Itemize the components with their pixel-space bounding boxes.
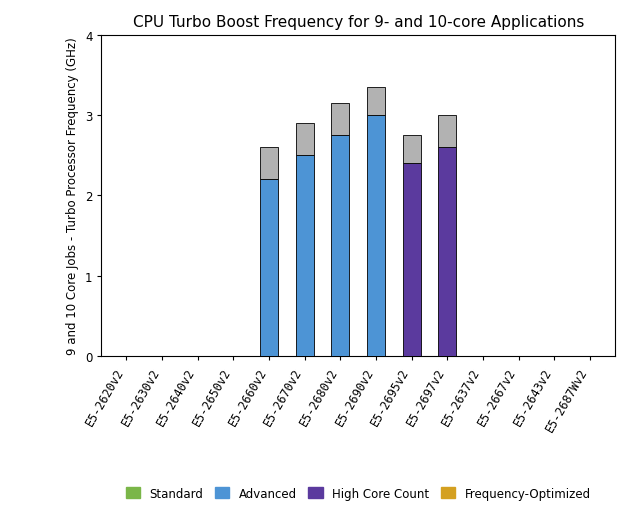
Bar xyxy=(439,148,456,356)
Legend: Standard, Advanced, High Core Count, Frequency-Optimized: Standard, Advanced, High Core Count, Fre… xyxy=(121,482,595,504)
Y-axis label: 9 and 10 Core Jobs - Turbo Processor Frequency (GHz): 9 and 10 Core Jobs - Turbo Processor Fre… xyxy=(67,37,79,355)
Bar xyxy=(439,116,456,148)
Bar xyxy=(403,164,420,356)
Bar xyxy=(367,116,385,356)
Bar xyxy=(260,180,278,356)
Bar xyxy=(367,88,385,116)
Bar xyxy=(260,148,278,180)
Title: CPU Turbo Boost Frequency for 9- and 10-core Applications: CPU Turbo Boost Frequency for 9- and 10-… xyxy=(133,15,584,31)
Bar xyxy=(332,136,349,356)
Bar xyxy=(403,136,420,164)
Bar xyxy=(296,124,314,156)
Bar xyxy=(296,156,314,356)
Bar xyxy=(332,104,349,136)
